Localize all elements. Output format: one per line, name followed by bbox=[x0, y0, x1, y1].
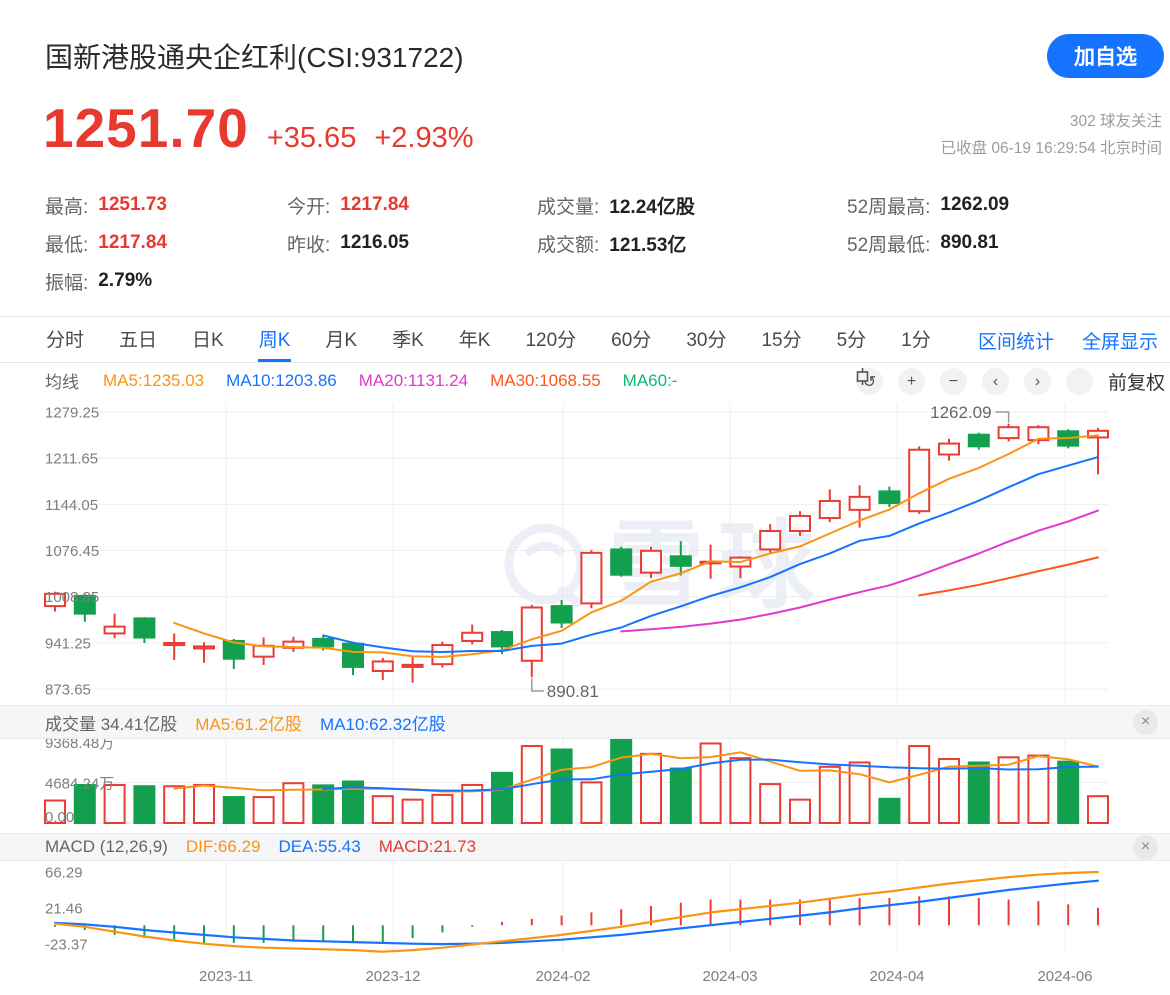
annotations: 1262.09 890.81 bbox=[531, 403, 1010, 701]
tab-item[interactable]: 5分 bbox=[836, 329, 867, 351]
svg-text:66.29: 66.29 bbox=[45, 865, 83, 882]
tab-item[interactable]: 五日 bbox=[119, 329, 158, 351]
svg-text:1279.25: 1279.25 bbox=[45, 405, 99, 422]
followers-count: 302 球友关注 bbox=[1069, 113, 1162, 130]
ma-legend: 均线 MA5:1235.03 MA10:1203.86 MA20:1131.24 MA… bbox=[45, 368, 677, 393]
stat-column: 今开: 1217.84 昨收: 1216.05 bbox=[287, 186, 537, 300]
stat-item: 52周最低: 890.81 bbox=[847, 232, 999, 256]
stat-item: 最低: 1217.84 bbox=[45, 232, 167, 256]
tab-item[interactable]: 年K bbox=[458, 329, 491, 351]
tab-item[interactable]: 周K bbox=[257, 317, 292, 362]
svg-text:2024-02: 2024-02 bbox=[535, 968, 590, 985]
stat-column: 成交量: 12.24亿股 成交额: 121.53亿 bbox=[537, 186, 847, 300]
svg-text:890.81: 890.81 bbox=[547, 682, 599, 701]
stat-item: 成交额: 121.53亿 bbox=[537, 234, 687, 256]
volume-pane-close-icon[interactable]: × bbox=[1133, 709, 1158, 735]
kline-chart-canvas[interactable]: 雪球 1262.09 890.81 1279.25 1211.65 1144.05 1076… bbox=[0, 364, 1170, 995]
arrow-left-icon[interactable]: ‹ bbox=[981, 368, 1009, 395]
volume-label: 成交量 34.41亿股 bbox=[45, 714, 178, 734]
volume-ma10-label: MA10:62.32亿股 bbox=[320, 714, 446, 734]
market-status: 已收盘 06-19 16:29:54 北京时间 bbox=[940, 140, 1162, 157]
svg-text:-23.37: -23.37 bbox=[45, 936, 88, 953]
svg-text:2023-12: 2023-12 bbox=[365, 968, 420, 985]
tab-list: 分时 五日 日K 周K 月K 季K 年K 120分 60分 30分 15分 5分 1分 bbox=[45, 317, 932, 362]
candles bbox=[44, 423, 1109, 683]
volume-pane-header: 成交量 34.41亿股 MA5:61.2亿股 MA10:62.32亿股 × bbox=[0, 705, 1170, 739]
tab-item[interactable]: 30分 bbox=[686, 329, 727, 351]
svg-text:2023-11: 2023-11 bbox=[199, 968, 253, 985]
ma-legend-label: 均线 bbox=[45, 373, 79, 392]
stat-item: 振幅: 2.79% bbox=[45, 270, 153, 294]
tab-item[interactable]: 日K bbox=[192, 329, 224, 351]
zoom-out-icon[interactable]: − bbox=[939, 368, 967, 395]
ma-legend-item: MA20:1131.24 bbox=[358, 370, 469, 390]
stat-item: 今开: 1217.84 bbox=[287, 194, 409, 218]
tab-item[interactable]: 季K bbox=[392, 329, 424, 351]
chart-link[interactable]: 区间统计 bbox=[977, 331, 1054, 353]
tab-item[interactable]: 分时 bbox=[46, 329, 85, 351]
price-block: 1251.70 +35.65 +2.93% bbox=[43, 96, 474, 160]
svg-text:1144.05: 1144.05 bbox=[45, 497, 98, 514]
svg-text:4684.24万: 4684.24万 bbox=[45, 776, 114, 793]
macd-pane-close-icon[interactable]: × bbox=[1133, 834, 1158, 860]
chart-links: 区间统计 全屏显示 bbox=[978, 317, 1158, 363]
axis-labels: 1279.25 1211.65 1144.05 1076.45 1008.85 941.2… bbox=[45, 405, 1093, 986]
stat-item: 成交量: 12.24亿股 bbox=[537, 196, 695, 218]
xueqiu-logo-watermark: 雪球 bbox=[504, 513, 814, 620]
svg-text:21.46: 21.46 bbox=[45, 900, 83, 917]
stat-item: 最高: 1251.73 bbox=[45, 194, 167, 218]
macd-pane bbox=[53, 870, 1100, 953]
candlestick-icon[interactable] bbox=[856, 368, 1093, 395]
macd-dif-label: DIF:66.29 bbox=[185, 837, 261, 856]
ma-legend-item: MA60:- bbox=[622, 370, 678, 390]
stat-item: 52周最高: 1262.09 bbox=[847, 194, 1010, 218]
current-price: 1251.70 bbox=[43, 97, 249, 159]
ma-legend-values: MA5:1235.03 MA10:1203.86 MA20:1131.24 MA30:… bbox=[103, 371, 677, 391]
zoom-in-icon[interactable]: + bbox=[897, 368, 925, 395]
page-title: 国新港股通央企红利(CSI:931722) bbox=[45, 42, 464, 73]
svg-text:873.65: 873.65 bbox=[45, 682, 91, 699]
period-tab-bar: 分时 五日 日K 周K 月K 季K 年K 120分 60分 30分 15分 5分 1分 区间统计 全屏显示 bbox=[0, 316, 1170, 363]
macd-pane-header: MACD (12,26,9) DIF:66.29 DEA:55.43 MACD:… bbox=[0, 833, 1170, 861]
tab-item[interactable]: 120分 bbox=[525, 329, 577, 351]
macd-dea-label: DEA:55.43 bbox=[278, 837, 361, 856]
chart-area: 雪球 1262.09 890.81 1279.25 1211.65 1144.05 1076… bbox=[0, 364, 1170, 995]
svg-text:2024-06: 2024-06 bbox=[1037, 968, 1092, 985]
price-change: +35.65 bbox=[266, 122, 357, 154]
volume-ma5-label: MA5:61.2亿股 bbox=[195, 714, 303, 734]
tab-item[interactable]: 15分 bbox=[761, 329, 802, 351]
chart-link[interactable]: 全屏显示 bbox=[1081, 331, 1158, 353]
ma-lines bbox=[173, 434, 1099, 793]
svg-text:1008.85: 1008.85 bbox=[45, 589, 99, 606]
svg-text:0.00: 0.00 bbox=[45, 809, 74, 826]
svg-text:1076.45: 1076.45 bbox=[45, 543, 99, 560]
tab-item[interactable]: 月K bbox=[325, 329, 358, 351]
quote-stats-grid: 最高: 1251.73 最低: 1217.84 振幅: 2.79% 今开: 1217.84 昨收… bbox=[45, 186, 1165, 300]
stat-column: 最高: 1251.73 最低: 1217.84 振幅: 2.79% bbox=[45, 186, 287, 300]
ma-legend-item: MA5:1235.03 bbox=[103, 370, 205, 390]
tab-item[interactable]: 1分 bbox=[901, 329, 931, 351]
svg-text:1262.09: 1262.09 bbox=[930, 403, 991, 422]
stat-column: 52周最高: 1262.09 52周最低: 890.81 bbox=[847, 186, 1165, 300]
svg-text:941.25: 941.25 bbox=[45, 635, 91, 652]
stat-item: 昨收: 1216.05 bbox=[287, 232, 409, 256]
add-watchlist-button[interactable]: 加自选 bbox=[1047, 34, 1164, 78]
macd-label: MACD (12,26,9) bbox=[45, 837, 168, 856]
svg-text:9368.48万: 9368.48万 bbox=[45, 735, 114, 752]
ma-legend-item: MA10:1203.86 bbox=[226, 370, 337, 390]
svg-text:1211.65: 1211.65 bbox=[45, 451, 98, 468]
svg-text:2024-03: 2024-03 bbox=[702, 968, 757, 985]
macd-value-label: MACD:21.73 bbox=[378, 837, 477, 856]
tab-item[interactable]: 60分 bbox=[611, 329, 652, 351]
chart-toolbar: ↺ + − ‹ › 前复权 bbox=[855, 368, 1165, 395]
gridlines bbox=[45, 404, 1108, 952]
adjust-mode-toggle[interactable]: 前复权 bbox=[1107, 373, 1165, 394]
ma-legend-item: MA30:1068.55 bbox=[490, 370, 601, 390]
arrow-right-icon[interactable]: › bbox=[1023, 368, 1051, 395]
meta-info: 302 球友关注 已收盘 06-19 16:29:54 北京时间 bbox=[941, 108, 1162, 162]
svg-text:2024-04: 2024-04 bbox=[869, 968, 924, 985]
price-change-percent: +2.93% bbox=[374, 122, 474, 154]
